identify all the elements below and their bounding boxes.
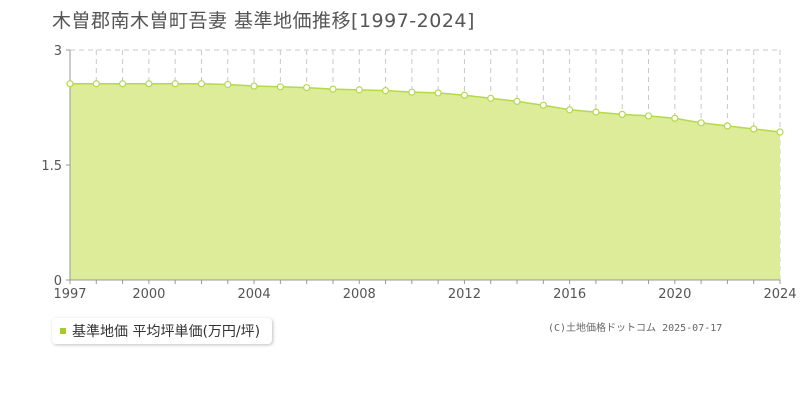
area-fill <box>70 83 780 280</box>
data-point <box>644 112 653 120</box>
data-point <box>487 94 495 102</box>
data-point <box>250 82 258 90</box>
data-point <box>145 80 153 88</box>
x-tick-label: 2004 <box>238 287 271 300</box>
data-point <box>566 106 574 114</box>
data-point <box>539 101 547 109</box>
data-point <box>618 110 626 119</box>
area-layer <box>70 82 781 280</box>
legend: 基準地価 平均坪単価(万円/坪) <box>52 318 273 344</box>
data-point <box>513 97 521 105</box>
credit-text: (C)土地価格ドットコム 2025-07-17 <box>548 323 723 334</box>
data-point <box>303 83 311 92</box>
x-tick-label: 2020 <box>658 287 691 300</box>
axis-layer <box>66 49 781 284</box>
data-point <box>92 80 100 88</box>
x-tick-label: 2016 <box>553 287 586 300</box>
series-line <box>70 82 781 133</box>
data-point <box>723 122 732 130</box>
y-tick-label: 0 <box>54 274 62 289</box>
y-tick-label: 1.5 <box>41 159 62 174</box>
data-point <box>276 83 284 91</box>
data-point <box>355 86 363 94</box>
data-point <box>224 80 232 89</box>
data-point <box>408 88 416 96</box>
x-tick-label: 2000 <box>132 287 165 300</box>
chart-title: 木曽郡南木曽町吾妻 基準地価推移[1997-2024] <box>52 10 475 32</box>
data-point <box>460 91 469 99</box>
point-layer <box>66 80 784 136</box>
x-tick-label: 1997 <box>53 287 86 300</box>
data-point <box>329 85 337 93</box>
label-layer: 0 1.5 3 1997 2000 2004 2008 2012 2016 2020 2024 <box>41 44 796 300</box>
data-point <box>776 128 784 136</box>
area-chart: 0 1.5 3 1997 2000 2004 2008 2012 2016 2020 2024 <box>41 44 796 300</box>
legend-label: 基準地価 平均坪単価(万円/坪) <box>72 324 261 340</box>
data-point <box>697 119 705 127</box>
data-point <box>66 80 74 88</box>
data-point <box>197 80 206 88</box>
data-point <box>171 80 179 88</box>
data-point <box>750 125 758 133</box>
data-point <box>381 87 390 95</box>
x-tick-label: 2008 <box>343 287 376 300</box>
y-tick-label: 3 <box>54 44 62 59</box>
x-tick-label: 2024 <box>763 287 796 300</box>
data-point <box>592 108 600 116</box>
data-point <box>434 89 442 97</box>
x-tick-label: 2012 <box>448 287 481 300</box>
legend-swatch <box>60 328 66 334</box>
data-point <box>671 114 679 122</box>
data-point <box>118 80 127 88</box>
